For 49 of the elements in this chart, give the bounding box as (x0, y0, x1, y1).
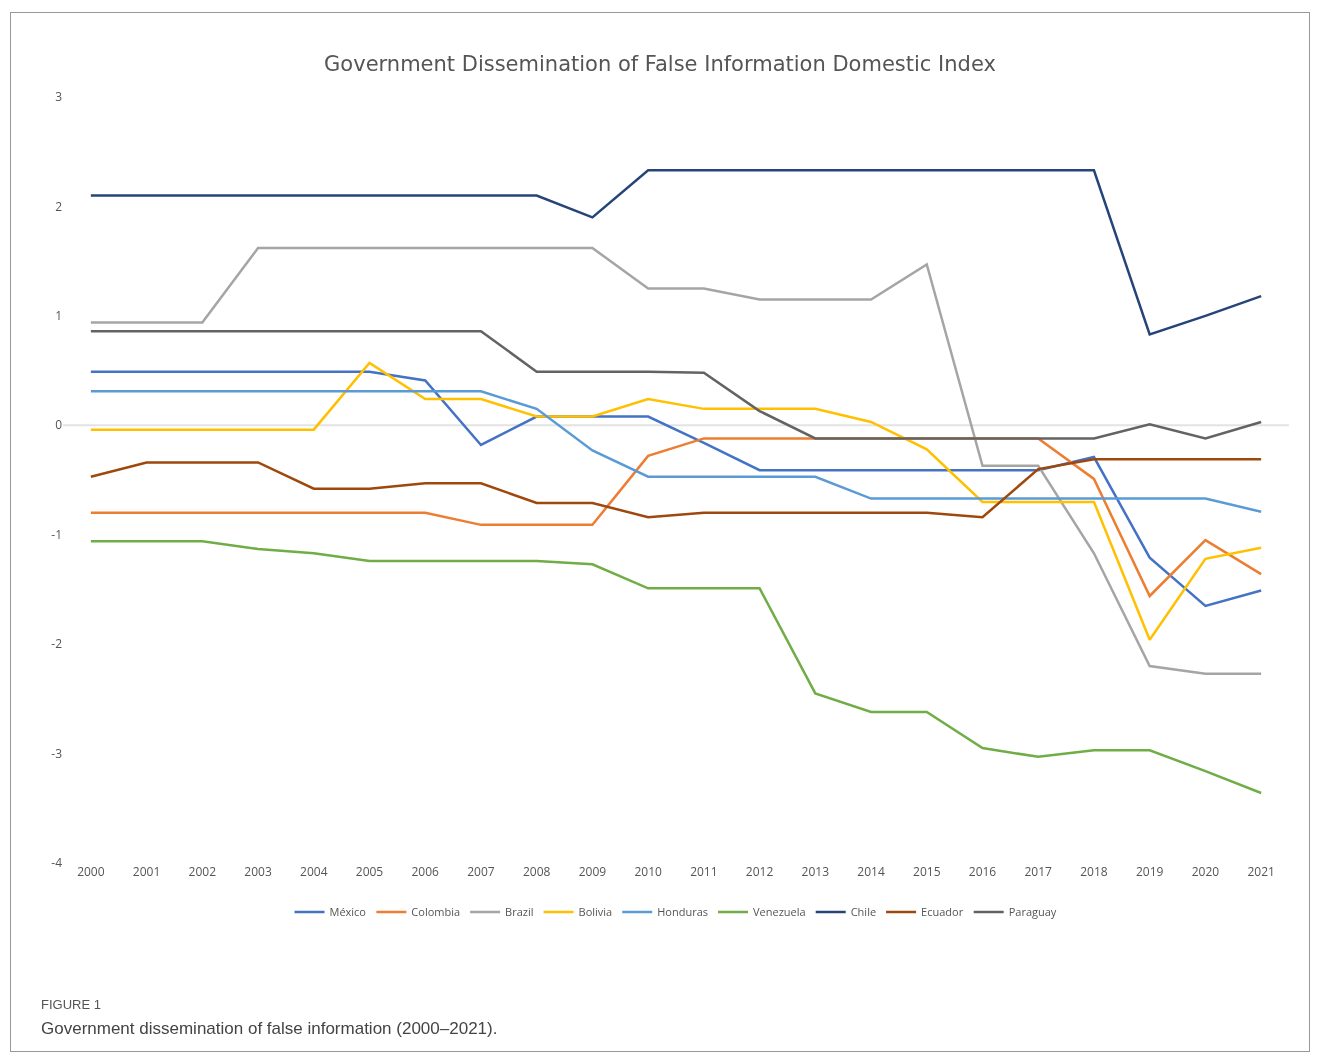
line-series (89, 390, 1263, 513)
x-tick-label: 2010 (634, 863, 662, 880)
line-series (89, 361, 1263, 642)
legend-label: Honduras (657, 904, 709, 920)
x-tick-label: 2021 (1247, 863, 1275, 880)
y-tick-label: 0 (55, 416, 63, 434)
chart-title: Government Dissemination of False Information Domestic Index (324, 51, 996, 76)
x-tick-label: 2016 (968, 863, 997, 880)
x-tick-label: 2000 (77, 863, 105, 880)
legend-label: Colombia (411, 904, 461, 920)
x-tick-label: 2012 (745, 863, 774, 880)
y-tick-label: -1 (51, 525, 62, 543)
x-tick-label: 2015 (913, 863, 941, 880)
x-tick-label: 2014 (857, 863, 885, 880)
y-tick-label: 2 (55, 197, 63, 215)
line-series (89, 329, 1263, 440)
legend-label: Venezuela (753, 904, 806, 920)
x-tick-label: 2018 (1080, 863, 1108, 880)
x-tick-label: 2004 (300, 863, 328, 880)
legend-label: Ecuador (921, 904, 964, 920)
line-series (89, 246, 1263, 675)
x-tick-label: 2019 (1135, 863, 1164, 880)
legend-label: Brazil (505, 904, 534, 920)
legend-label: Paraguay (1008, 904, 1057, 920)
x-tick-label: 2017 (1024, 863, 1053, 880)
x-tick-label: 2002 (188, 863, 217, 880)
y-tick-label: -2 (51, 635, 63, 653)
x-tick-label: 2013 (801, 863, 830, 880)
x-tick-label: 2006 (411, 863, 440, 880)
caption: FIGURE 1 (41, 997, 101, 1012)
line-series (89, 457, 1263, 519)
x-tick-label: 2003 (244, 863, 272, 880)
y-tick-label: -4 (51, 854, 63, 872)
legend-label: Chile (850, 904, 877, 920)
x-tick-label: 2005 (355, 863, 384, 880)
y-tick-label: 1 (55, 307, 62, 325)
legend-label: Bolivia (578, 904, 613, 920)
x-tick-label: 2011 (690, 863, 718, 880)
x-tick-label: 2009 (578, 863, 607, 880)
x-tick-label: 2001 (132, 863, 161, 880)
line-series (89, 540, 1263, 795)
y-tick-label: 3 (55, 88, 63, 106)
y-tick-label: -3 (51, 744, 63, 762)
x-tick-label: 2007 (467, 863, 495, 880)
x-tick-label: 2020 (1191, 863, 1220, 880)
text: Government dissemination of false information (2000–2021). (41, 1019, 498, 1039)
x-tick-label: 2008 (522, 863, 551, 880)
line-series (89, 169, 1263, 336)
legend-label: México (329, 904, 367, 920)
